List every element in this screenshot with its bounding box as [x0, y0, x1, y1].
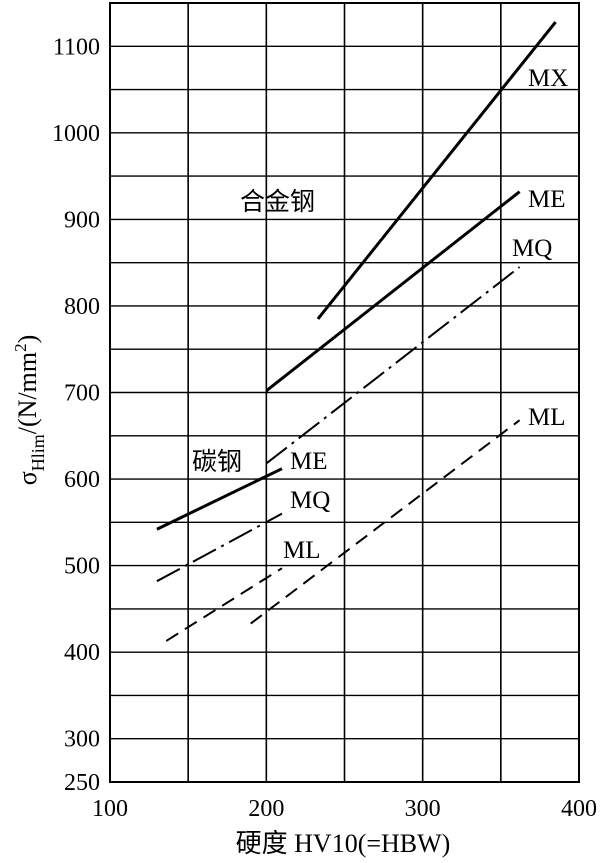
x-tick-labels: 100 200 300 400 — [92, 796, 597, 822]
series-line-carbon-ml — [165, 567, 283, 642]
series-label-carbon-mq: MQ — [290, 487, 330, 514]
y-tick-label-1100: 1100 — [53, 34, 100, 60]
series-label-alloy-mx: MX — [528, 65, 568, 92]
y-tick-labels: 250 300 400 500 600 700 800 900 1000 1100 — [52, 34, 100, 796]
series-label-carbon-me: ME — [290, 448, 328, 475]
series-line-alloy-mx — [316, 21, 557, 320]
series-lines — [156, 21, 557, 642]
y-tick-label-500: 500 — [64, 554, 100, 580]
series-label-carbon-ml: ML — [283, 537, 321, 564]
x-axis-title: 硬度 HV10(=HBW) — [236, 829, 451, 858]
series-line-alloy-mq — [265, 266, 521, 465]
y-axis-title-superscript: 2 — [11, 343, 30, 352]
grid — [110, 3, 579, 782]
y-tick-label-400: 400 — [64, 640, 100, 666]
y-tick-label-900: 900 — [64, 207, 100, 233]
y-tick-label-600: 600 — [64, 467, 100, 493]
series-label-alloy-ml: ML — [528, 404, 566, 431]
y-tick-label-300: 300 — [64, 727, 100, 753]
series-label-alloy-me: ME — [528, 186, 566, 213]
group-label-alloy-steel: 合金钢 — [240, 187, 315, 216]
group-label-carbon-steel: 碳钢 — [192, 447, 242, 476]
y-tick-label-1000: 1000 — [52, 121, 100, 147]
series-label-alloy-mq: MQ — [512, 235, 552, 262]
series-line-carbon-mq — [156, 512, 283, 583]
y-tick-label-700: 700 — [64, 381, 100, 407]
x-tick-label-200: 200 — [248, 796, 284, 822]
y-tick-label-800: 800 — [64, 294, 100, 320]
y-axis-title-subscript: Hlim — [28, 434, 48, 471]
x-tick-label-100: 100 — [92, 796, 128, 822]
y-axis-title-symbol: σ — [13, 471, 42, 485]
y-tick-label-250: 250 — [64, 770, 100, 796]
series-line-carbon-me — [156, 467, 283, 531]
x-tick-label-300: 300 — [405, 796, 441, 822]
series-line-alloy-ml — [250, 419, 521, 625]
y-axis-title-close: ) — [13, 335, 42, 344]
y-axis-title: σHlim/(N/mm2) — [11, 335, 48, 486]
series-line-alloy-me — [265, 190, 521, 392]
x-tick-label-400: 400 — [561, 796, 597, 822]
y-axis-title-unit: /(N/mm — [13, 352, 42, 434]
plot-frame — [109, 2, 580, 783]
